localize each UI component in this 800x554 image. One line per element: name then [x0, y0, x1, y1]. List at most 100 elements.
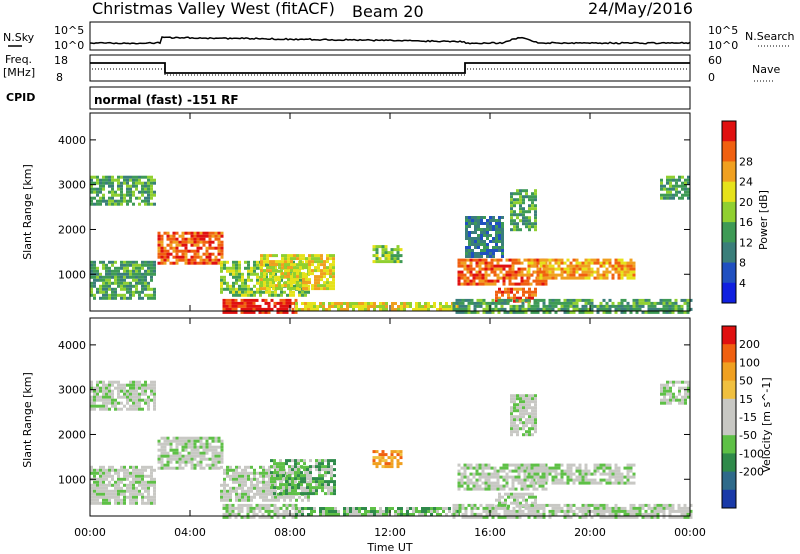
heat-cell	[329, 254, 332, 258]
heat-cell	[481, 466, 485, 470]
heat-cell	[270, 503, 274, 507]
heat-cell	[525, 501, 528, 505]
heat-cell	[663, 386, 666, 390]
heat-cell	[323, 272, 326, 276]
heat-cell	[502, 267, 506, 271]
heat-cell	[498, 222, 501, 225]
heat-cell	[465, 255, 468, 258]
heat-cell	[229, 272, 232, 276]
heat-cell	[102, 492, 105, 496]
heat-cell	[519, 195, 522, 199]
heat-cell	[596, 503, 600, 507]
heat-cell	[510, 228, 513, 232]
heat-cell	[478, 267, 482, 271]
heat-cell	[304, 290, 307, 294]
heat-cell	[289, 293, 292, 297]
heat-cell	[160, 442, 164, 446]
heat-cell	[629, 307, 633, 311]
heat-cell	[396, 459, 400, 463]
heat-cell	[485, 515, 489, 519]
heat-cell	[99, 486, 102, 490]
heat-cell	[132, 471, 135, 475]
heat-cell	[231, 307, 235, 311]
heat-cell	[220, 255, 224, 259]
heat-cell	[295, 468, 298, 472]
heat-cell	[287, 275, 290, 279]
heat-cell	[96, 272, 99, 276]
heat-cell	[458, 298, 462, 302]
heat-cell	[519, 210, 522, 214]
heat-cell	[226, 468, 229, 472]
heat-cell	[533, 512, 537, 516]
heat-cell	[460, 273, 464, 277]
heat-cell	[141, 284, 144, 288]
heat-cell	[178, 234, 182, 238]
heat-cell	[501, 237, 504, 240]
heat-cell	[256, 266, 259, 270]
heat-cell	[288, 459, 291, 463]
heat-cell	[265, 498, 268, 502]
heat-cell	[608, 478, 612, 482]
heat-cell	[270, 459, 273, 463]
heat-cell	[391, 305, 394, 308]
heat-cell	[166, 463, 170, 467]
heat-cell	[617, 466, 621, 470]
heat-cell	[273, 462, 276, 466]
heat-cell	[324, 474, 327, 478]
heat-cell	[102, 187, 105, 191]
heat-cell	[524, 307, 528, 311]
heat-cell	[418, 510, 421, 513]
heat-cell	[96, 187, 99, 191]
heat-cell	[469, 261, 473, 265]
heat-cell	[108, 293, 111, 297]
heat-cell	[460, 466, 464, 470]
heat-cell	[681, 386, 684, 390]
heat-cell	[590, 267, 594, 271]
heat-cell	[132, 474, 135, 478]
heat-cell	[144, 175, 147, 179]
heat-cell	[285, 477, 288, 481]
heat-cell	[272, 260, 275, 264]
heat-cell	[476, 298, 480, 302]
heat-cell	[157, 240, 161, 244]
heat-cell	[332, 284, 335, 288]
heat-cell	[285, 489, 288, 493]
heat-cell	[527, 463, 531, 467]
heat-cell	[324, 486, 327, 490]
heat-cell	[584, 273, 588, 277]
heat-cell	[264, 515, 268, 519]
heat-cell	[474, 225, 477, 228]
heat-cell	[323, 260, 326, 264]
heat-cell	[477, 219, 480, 222]
heat-cell	[522, 216, 525, 220]
heat-cell	[311, 254, 314, 258]
heat-cell	[513, 287, 516, 291]
heat-cell	[241, 290, 244, 294]
heat-cell	[516, 296, 519, 300]
heat-cell	[608, 310, 612, 314]
heat-cell	[554, 310, 558, 314]
heat-cell	[364, 302, 367, 305]
heat-cell	[208, 463, 212, 467]
heat-cell	[243, 298, 247, 302]
heat-cell	[241, 477, 244, 481]
heat-cell	[656, 307, 660, 311]
heat-cell	[305, 263, 308, 267]
heat-cell	[247, 284, 250, 288]
heat-cell	[262, 468, 265, 472]
heat-cell	[105, 498, 108, 502]
heat-cell	[519, 400, 522, 404]
heat-cell	[448, 510, 451, 513]
heat-cell	[153, 395, 156, 399]
heat-cell	[669, 175, 672, 179]
heat-cell	[253, 284, 256, 288]
heat-cell	[314, 257, 317, 261]
heat-cell	[135, 380, 138, 384]
heat-cell	[90, 287, 93, 291]
heat-cell	[108, 281, 111, 285]
heat-cell	[220, 263, 223, 267]
heat-cell	[238, 480, 241, 484]
heat-cell	[250, 480, 253, 484]
heat-cell	[141, 266, 144, 270]
heat-cell	[672, 178, 675, 182]
